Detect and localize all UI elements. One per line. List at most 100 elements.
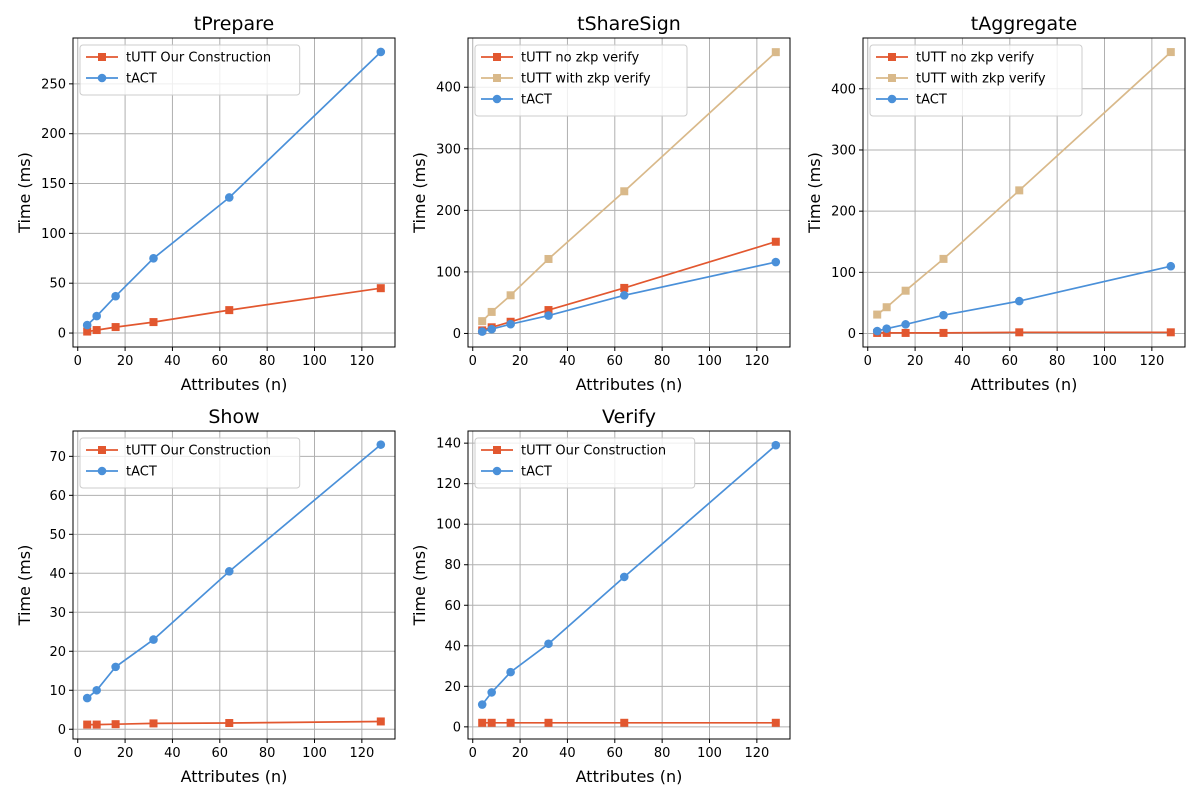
- x-tick-label: 60: [212, 354, 229, 369]
- x-tick-label: 80: [259, 746, 276, 761]
- chart-panel: 0 20 40 60 80 100 120 0 20 40 60 80 100 120 140 Verify A…: [410, 406, 791, 786]
- legend-marker-circle: [492, 94, 502, 104]
- y-tick-label: 40: [444, 639, 461, 654]
- data-point-circle: [544, 639, 553, 649]
- chart-panel: 0 20 40 60 80 100 120 0 10 20 30 40 50 60 70 Show Attrib…: [15, 406, 396, 786]
- data-point-square: [83, 720, 92, 729]
- data-point-circle: [224, 193, 234, 202]
- data-point-circle: [111, 662, 120, 672]
- x-tick-label: 60: [607, 746, 624, 761]
- data-point-square: [901, 328, 910, 337]
- legend-box: [869, 44, 1083, 117]
- legend-marker-square: [98, 446, 106, 454]
- data-point-square: [149, 719, 158, 728]
- axes-frame: [72, 37, 396, 348]
- data-point-circle: [477, 327, 487, 336]
- y-tick-label: 60: [49, 489, 66, 504]
- legend-label: tACT: [126, 465, 157, 480]
- legend-box: [474, 44, 688, 117]
- axes-frame: [467, 430, 791, 740]
- data-point-square: [544, 718, 553, 727]
- data-point-circle: [111, 291, 120, 301]
- x-tick-label: 20: [907, 354, 924, 369]
- legend-box: [79, 44, 301, 96]
- data-point-square: [873, 310, 882, 319]
- y-axis-label: Time (ms): [15, 545, 34, 627]
- data-point-square: [478, 718, 487, 727]
- data-point-circle: [506, 319, 515, 329]
- y-tick-label: 400: [831, 82, 856, 97]
- data-point-square: [939, 328, 948, 337]
- y-tick-label: 200: [436, 204, 461, 219]
- data-point-square: [620, 283, 629, 292]
- data-point-circle: [487, 688, 496, 697]
- x-tick-label: 60: [1002, 354, 1019, 369]
- series-line: [481, 261, 776, 333]
- y-tick-label: 0: [58, 723, 66, 738]
- x-tick-label: 120: [744, 354, 769, 369]
- y-tick-label: 60: [444, 599, 461, 614]
- legend-box: [474, 437, 696, 489]
- y-tick-label: 50: [49, 528, 66, 543]
- data-point-circle: [901, 320, 910, 329]
- data-point-square: [901, 286, 910, 295]
- y-tick-label: 400: [436, 81, 461, 96]
- data-point-square: [111, 323, 120, 332]
- x-tick-label: 60: [212, 746, 229, 761]
- y-tick-label: 0: [58, 327, 66, 342]
- y-tick-label: 100: [41, 227, 66, 242]
- data-point-circle: [149, 253, 158, 263]
- y-tick-label: 200: [831, 205, 856, 220]
- data-point-square: [83, 327, 92, 336]
- x-axis-label: Attributes (n): [181, 767, 288, 786]
- data-point-circle: [771, 440, 781, 450]
- data-point-circle: [1166, 261, 1176, 271]
- data-point-square: [620, 187, 629, 196]
- legend-marker-circle: [97, 466, 107, 476]
- data-point-square: [149, 318, 158, 327]
- y-axis-label: Time (ms): [410, 545, 429, 627]
- x-tick-label: 100: [697, 354, 722, 369]
- x-tick-label: 120: [744, 746, 769, 761]
- chart-panel: 0 20 40 60 80 100 120 0 100 200 300 400 tAggregate At…: [805, 13, 1186, 394]
- data-point-square: [771, 718, 780, 727]
- data-point-square: [225, 719, 234, 728]
- chart-title: Verify: [602, 406, 656, 428]
- legend: tUTT Our Construction tACT: [79, 437, 301, 489]
- x-tick-label: 120: [349, 746, 374, 761]
- legend: tUTT Our Construction tACT: [79, 44, 301, 96]
- data-point-circle: [487, 324, 496, 334]
- data-point-circle: [1014, 296, 1024, 306]
- data-point-circle: [82, 320, 92, 330]
- legend-label: tUTT with zkp verify: [521, 72, 651, 87]
- data-point-circle: [376, 440, 386, 449]
- x-tick-label: 20: [117, 354, 134, 369]
- y-tick-label: 10: [49, 684, 66, 699]
- x-tick-label: 100: [697, 746, 722, 761]
- y-tick-label: 250: [41, 77, 66, 92]
- x-tick-label: 80: [654, 746, 671, 761]
- y-tick-label: 0: [848, 327, 856, 342]
- chart-title: tPrepare: [194, 13, 274, 35]
- legend-label: tACT: [916, 93, 947, 108]
- data-point-circle: [477, 700, 487, 709]
- legend-label: tUTT no zkp verify: [916, 51, 1034, 66]
- legend-marker-square: [493, 53, 501, 61]
- x-tick-label: 0: [864, 354, 872, 369]
- legend-marker-circle: [492, 466, 502, 476]
- data-point-square: [487, 718, 496, 727]
- data-point-square: [1166, 48, 1175, 57]
- y-tick-label: 100: [436, 265, 461, 280]
- data-point-circle: [92, 311, 101, 321]
- chart-title: tAggregate: [971, 13, 1078, 35]
- chart-title: Show: [208, 406, 259, 428]
- y-tick-label: 100: [436, 518, 461, 533]
- data-point-circle: [771, 257, 781, 267]
- y-tick-label: 30: [49, 606, 66, 621]
- y-tick-label: 150: [41, 177, 66, 192]
- y-tick-label: 20: [49, 645, 66, 660]
- data-point-square: [882, 303, 891, 312]
- x-tick-label: 40: [559, 354, 576, 369]
- y-tick-label: 70: [49, 450, 66, 465]
